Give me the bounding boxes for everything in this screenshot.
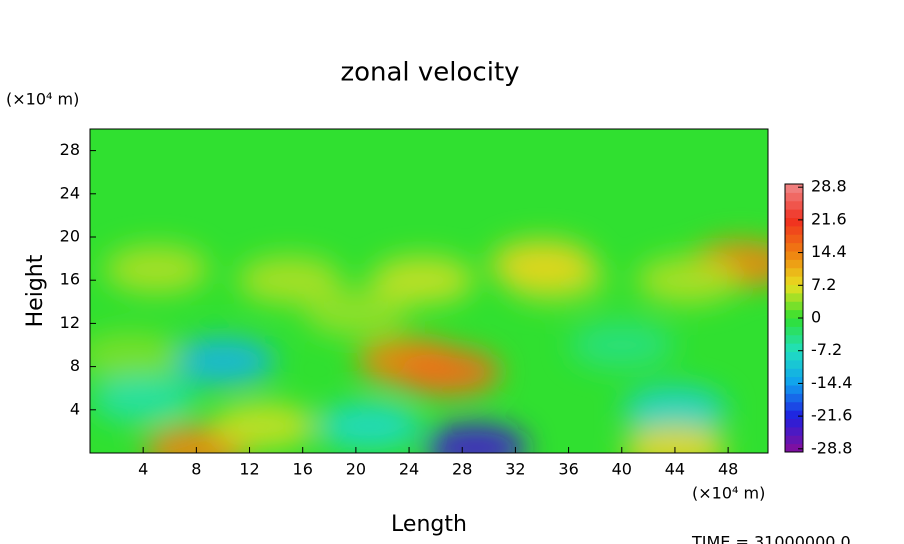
colorbar-cell	[785, 426, 803, 436]
colorbar-cell	[785, 292, 803, 302]
field-feature	[423, 423, 528, 453]
chart-title: zonal velocity	[340, 58, 519, 88]
colorbar-cell	[785, 184, 803, 193]
colorbar-cell	[785, 385, 803, 394]
field-blobs	[90, 240, 768, 453]
colorbar-cell	[785, 192, 803, 202]
x-tick-label: 36	[558, 460, 578, 479]
x-tick-label: 40	[612, 460, 632, 479]
x-unit: (×10⁴ m)	[692, 484, 765, 503]
field-feature	[490, 240, 594, 288]
y-unit: (×10⁴ m)	[6, 90, 79, 109]
x-tick-label: 16	[293, 460, 313, 479]
colorbar-cell	[785, 225, 803, 235]
x-tick-label: 20	[346, 460, 366, 479]
field-feature	[210, 402, 315, 450]
colorbar-cell	[785, 410, 803, 419]
colorbar-cell	[785, 334, 803, 344]
colorbar-cell	[785, 435, 803, 445]
colorbar-tick-label: -14.4	[811, 373, 852, 392]
field-feature	[91, 375, 196, 423]
x-axis-label: Length	[391, 512, 467, 537]
field-feature	[622, 385, 727, 434]
y-tick-label: 24	[60, 183, 80, 202]
colorbar-tick-label: 28.8	[811, 177, 847, 196]
x-tick-label: 44	[665, 460, 685, 479]
field	[90, 129, 768, 453]
colorbar-cell	[785, 217, 803, 227]
colorbar-cell	[785, 301, 803, 311]
x-tick-label: 48	[718, 460, 738, 479]
colorbar-cell	[785, 318, 803, 327]
field-feature	[370, 256, 475, 305]
colorbar-tick-label: 0	[811, 308, 821, 327]
colorbar-tick-label: 14.4	[811, 242, 847, 261]
colorbar-cell	[785, 393, 803, 403]
field-feature	[622, 425, 727, 453]
y-tick-label: 4	[70, 399, 80, 418]
field-feature	[90, 331, 182, 380]
plot-frame	[89, 128, 769, 454]
y-tick-label: 20	[60, 227, 80, 246]
colorbar-cell	[785, 259, 803, 269]
colorbar-cell	[785, 200, 803, 210]
y-tick-label: 16	[60, 270, 80, 289]
annotation: TIME = 31000000.0	[691, 533, 851, 544]
colorbar-cell	[785, 443, 803, 453]
field-feature	[104, 245, 209, 294]
field-feature	[317, 402, 422, 450]
colorbar-cell	[785, 376, 803, 386]
colorbar-cell	[785, 418, 803, 428]
colorbar-tick-label: 21.6	[811, 209, 847, 228]
colorbar-cell	[785, 251, 803, 260]
x-tick-label: 4	[138, 460, 148, 479]
colorbar-cell	[785, 276, 803, 285]
colorbar-cell	[785, 309, 803, 319]
x-tick-label: 32	[505, 460, 525, 479]
colorbar-cell	[785, 284, 803, 294]
y-tick-label: 28	[60, 140, 80, 159]
colorbar-cell	[785, 368, 803, 378]
x-tick-label: 12	[239, 460, 259, 479]
colorbar-cell	[785, 209, 803, 218]
colorbar-cell	[785, 242, 803, 252]
field-feature	[170, 337, 275, 386]
colorbar-cell	[785, 401, 803, 411]
y-tick-label: 8	[70, 356, 80, 375]
colorbar-tick-label: -7.2	[811, 340, 842, 359]
colorbar-cell	[785, 359, 803, 369]
x-tick-label: 28	[452, 460, 472, 479]
field-feature	[636, 256, 741, 305]
field-feature	[396, 348, 501, 396]
x-tick-label: 8	[191, 460, 201, 479]
field-feature	[569, 321, 674, 369]
colorbar-tick-label: -28.8	[811, 438, 852, 457]
y-tick-label: 12	[60, 313, 80, 332]
colorbar-cell	[785, 351, 803, 361]
colorbar-cell	[785, 267, 803, 277]
colorbar-cell	[785, 343, 803, 352]
field-feature	[303, 288, 408, 337]
field-feature	[237, 256, 342, 305]
y-axis-label: Height	[23, 254, 48, 327]
x-tick-label: 24	[399, 460, 419, 479]
colorbar-cell	[785, 234, 803, 244]
colorbar-cell	[785, 326, 803, 336]
colorbar-tick-label: -21.6	[811, 406, 852, 425]
colorbar-tick-label: 7.2	[811, 275, 836, 294]
